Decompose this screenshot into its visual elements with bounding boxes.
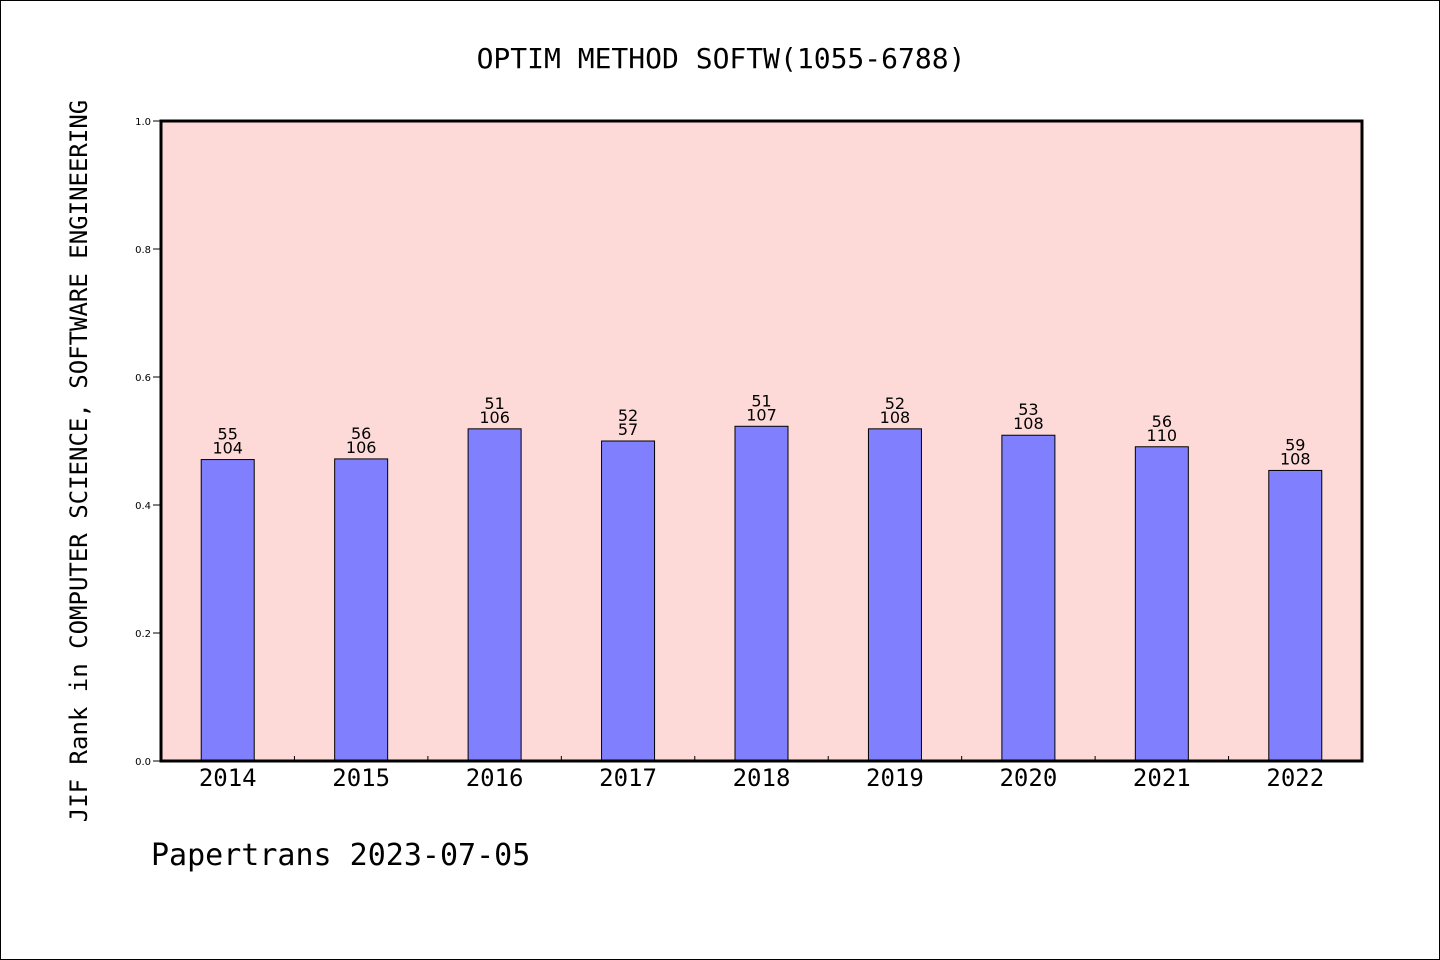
rank-label-2017: 52 — [618, 406, 638, 425]
y-tick-label: 0.0 — [135, 757, 151, 768]
plot-frame — [159, 119, 1364, 763]
rank-label-2014: 55 — [218, 425, 238, 444]
x-tick-label-2017: 2017 — [599, 764, 657, 792]
total-label-2017: 57 — [618, 420, 638, 439]
total-label-2020: 108 — [1013, 414, 1044, 433]
bar-2021 — [1134, 446, 1189, 762]
x-tick-label-2022: 2022 — [1266, 764, 1324, 792]
total-label-2021: 110 — [1147, 426, 1178, 445]
total-label-2022: 108 — [1280, 449, 1311, 468]
x-tick-label-2020: 2020 — [999, 764, 1057, 792]
total-label-2019: 108 — [880, 408, 911, 427]
bar-2020 — [1001, 434, 1056, 762]
total-label-2018: 107 — [746, 405, 777, 424]
bar-2022 — [1268, 469, 1323, 762]
rank-label-2022: 59 — [1285, 435, 1305, 454]
x-tick-label-2015: 2015 — [332, 764, 390, 792]
x-axis-ticks: 2014 2015 2016 2017 2018 2019 2020 2021 2022 — [199, 756, 1324, 792]
bar-2018 — [734, 425, 789, 762]
y-tick-label: 0.4 — [135, 501, 151, 512]
total-label-2016: 106 — [479, 408, 510, 427]
x-tick-label-2018: 2018 — [733, 764, 791, 792]
rank-label-2020: 53 — [1018, 400, 1038, 419]
footer-source-date: Papertrans 2023-07-05 — [151, 838, 530, 873]
total-label-2015: 106 — [346, 438, 377, 457]
bar-2015 — [334, 458, 389, 762]
rank-label-2021: 56 — [1152, 412, 1172, 431]
bar-2019 — [867, 428, 922, 762]
bar-2016 — [467, 428, 522, 762]
x-tick-label-2014: 2014 — [199, 764, 257, 792]
rank-label-2019: 52 — [885, 394, 905, 413]
rank-label-2015: 56 — [351, 424, 371, 443]
y-axis-ticks: 0.0 0.2 0.4 0.6 0.8 1.0 — [135, 117, 161, 768]
y-tick-label: 0.6 — [135, 373, 151, 384]
x-tick-label-2019: 2019 — [866, 764, 924, 792]
rank-label-2018: 51 — [751, 391, 771, 410]
x-tick-label-2016: 2016 — [466, 764, 524, 792]
bars-layer — [200, 425, 1323, 762]
y-tick-label: 1.0 — [135, 117, 151, 128]
total-label-2014: 104 — [212, 439, 243, 458]
chart-title: OPTIM METHOD SOFTW(1055-6788) — [477, 42, 966, 75]
rank-label-2016: 51 — [484, 394, 504, 413]
y-tick-label: 0.2 — [135, 629, 151, 640]
y-axis-label: JIF Rank in COMPUTER SCIENCE, SOFTWARE E… — [65, 100, 93, 822]
x-tick-label-2021: 2021 — [1133, 764, 1191, 792]
bar-2017 — [601, 440, 656, 762]
y-tick-label: 0.8 — [135, 245, 151, 256]
bar-2014 — [200, 459, 255, 762]
